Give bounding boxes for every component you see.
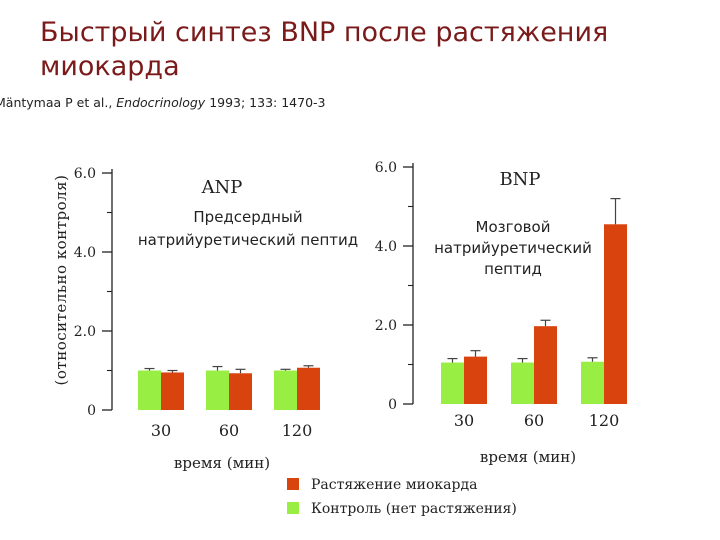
citation-journal: Endocrinology xyxy=(116,95,206,110)
anp-chart-subtitle-line: натрийуретический пептид xyxy=(138,231,358,249)
bnp-chart-subtitle-line: Мозговой xyxy=(476,218,551,236)
citation-details: 1993; 133: 1470-3 xyxy=(209,95,326,110)
anp-y-tick-label: 6.0 xyxy=(74,166,96,182)
citation-authors: Mäntymaa P et al., xyxy=(0,95,113,110)
anp-bar-control-120 xyxy=(274,370,297,410)
y-axis-label: (относительно контроля) xyxy=(52,175,70,386)
anp-bar-control-30 xyxy=(138,370,161,410)
anp-y-tick-label: 0 xyxy=(87,403,96,419)
bnp-bar-control-60 xyxy=(511,362,534,404)
bnp-y-tick-label: 2.0 xyxy=(375,318,397,334)
anp-x-tick-label: 60 xyxy=(219,421,239,440)
bnp-y-tick-label: 0 xyxy=(388,397,397,413)
bnp-y-tick-label: 6.0 xyxy=(375,160,397,176)
bnp-chart-title: BNP xyxy=(499,169,540,190)
bnp-bar-stretch-120 xyxy=(604,224,627,404)
anp-y-tick-label: 4.0 xyxy=(74,245,96,261)
bnp-bar-stretch-30 xyxy=(464,356,487,404)
legend-label: Растяжение миокарда xyxy=(311,477,477,493)
bnp-x-axis-label: время (мин) xyxy=(480,448,576,466)
bnp-x-tick-label: 60 xyxy=(524,411,544,430)
anp-bar-stretch-30 xyxy=(161,372,184,410)
anp-bar-stretch-60 xyxy=(229,373,252,410)
anp-x-tick-label: 30 xyxy=(151,421,171,440)
legend-label: Контроль (нет растяжения) xyxy=(311,501,517,517)
anp-chart-subtitle-line: Предсердный xyxy=(193,208,302,226)
legend-swatch xyxy=(287,478,299,490)
legend-swatch xyxy=(287,502,299,514)
bnp-x-tick-label: 30 xyxy=(454,411,474,430)
anp-y-tick-label: 2.0 xyxy=(74,324,96,340)
bnp-chart-subtitle-line: натрийуретический xyxy=(434,239,592,257)
bnp-bar-control-30 xyxy=(441,362,464,404)
bnp-bar-stretch-60 xyxy=(534,326,557,404)
anp-x-tick-label: 120 xyxy=(282,421,313,440)
anp-bar-control-60 xyxy=(206,370,229,410)
anp-chart-title: ANP xyxy=(201,177,243,198)
bnp-x-tick-label: 120 xyxy=(589,411,620,430)
page-title: Быстрый синтез BNP после растяжения миок… xyxy=(40,17,609,82)
bnp-chart-subtitle-line: пептид xyxy=(484,260,542,278)
bnp-bar-control-120 xyxy=(581,361,604,404)
citation: Mäntymaa P et al., Endocrinology 1993; 1… xyxy=(0,95,326,110)
bnp-y-tick-label: 4.0 xyxy=(375,239,397,255)
anp-x-axis-label: время (мин) xyxy=(174,454,270,472)
anp-bar-stretch-120 xyxy=(297,367,320,410)
